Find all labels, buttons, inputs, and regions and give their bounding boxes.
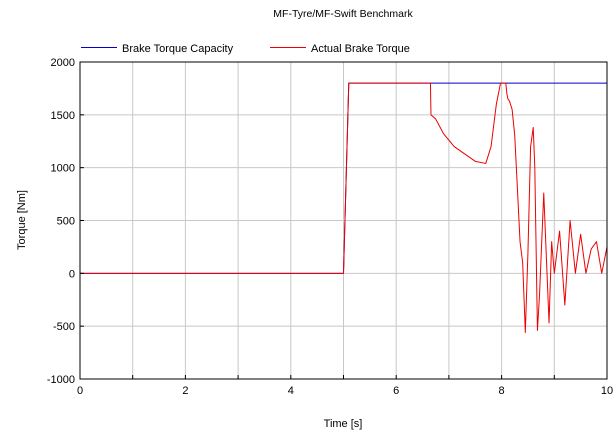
y-axis-label: Torque [Nm] (16, 190, 28, 250)
chart-title: MF-Tyre/MF-Swift Benchmark (273, 8, 413, 20)
legend: Brake Torque Capacity Actual Brake Torqu… (81, 43, 410, 55)
grid (80, 62, 607, 379)
x-tick-label: 10 (601, 385, 613, 397)
x-tick-label: 8 (499, 385, 505, 397)
legend-label-actual-brake-torque: Actual Brake Torque (311, 43, 410, 55)
ticks: 0 2 4 6 8 10 2000 1500 1000 500 0 -500 -1000 (47, 57, 613, 397)
series-line-actual-brake-torque (80, 82, 608, 334)
y-tick-label: -1000 (47, 374, 75, 386)
y-tick-label: 2000 (51, 57, 75, 69)
x-tick-label: 6 (393, 385, 399, 397)
y-tick-label: 500 (57, 216, 75, 228)
y-tick-label: 1000 (51, 163, 75, 175)
x-axis-label: Time [s] (324, 418, 363, 430)
y-tick-label: 0 (69, 268, 75, 280)
legend-label-brake-torque-capacity: Brake Torque Capacity (122, 43, 234, 55)
x-tick-label: 2 (182, 385, 188, 397)
x-tick-label: 0 (77, 385, 83, 397)
y-tick-label: 1500 (51, 110, 75, 122)
x-tick-label: 4 (288, 385, 294, 397)
series-layer (80, 82, 608, 334)
y-tick-label: -500 (53, 321, 75, 333)
